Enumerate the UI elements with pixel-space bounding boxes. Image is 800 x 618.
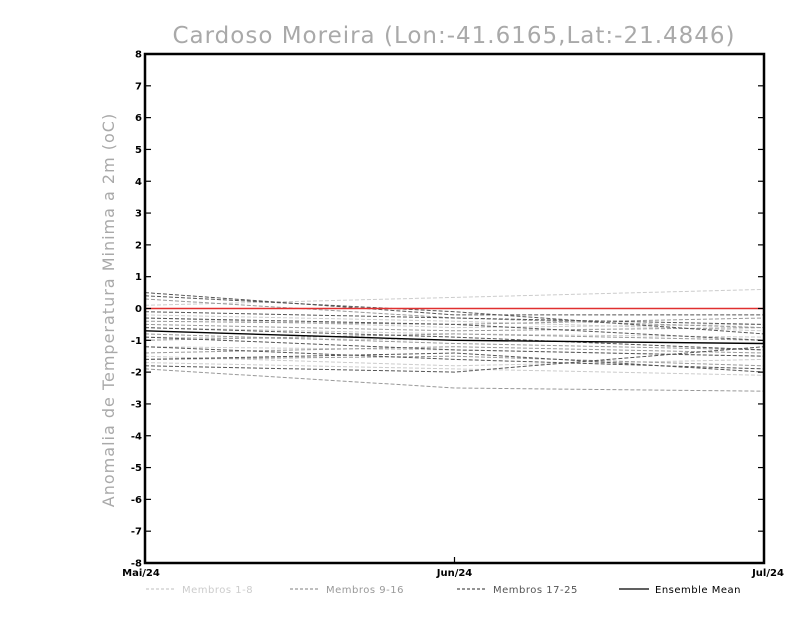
x-tick-label: Jun/24: [436, 568, 473, 579]
y-tick-label: 4: [135, 177, 142, 188]
series-line-members-17-25: [144, 346, 765, 373]
y-tick-label: 6: [135, 113, 142, 124]
x-tick-label: Jul/24: [751, 568, 784, 579]
y-tick-label: -6: [131, 495, 142, 506]
y-tick-label: -7: [131, 527, 142, 538]
series-line-members-1-8: [144, 288, 765, 306]
y-tick-label: 1: [135, 272, 142, 283]
y-tick-label: 7: [135, 81, 142, 92]
legend-label-members-17-25: Membros 17-25: [493, 585, 578, 596]
series-line-members-9-16: [144, 355, 765, 367]
series-line-members-17-25: [144, 327, 765, 351]
y-tick-label: 5: [135, 145, 142, 156]
series-line-members-1-8: [144, 317, 765, 329]
series-line-members-9-16: [144, 368, 765, 392]
y-tick-label: -4: [131, 431, 142, 442]
series-line-members-1-8: [144, 355, 765, 367]
series-line-ensemble-mean: [144, 330, 765, 345]
series-line-members-9-16: [144, 323, 765, 332]
y-tick-label: 0: [135, 304, 142, 315]
legend: Membros 1-8 Membros 9-16 Membros 17-25 Ense…: [146, 585, 741, 596]
series-line-members-9-16: [144, 333, 765, 341]
y-tick-label: 3: [135, 209, 142, 220]
y-tick-label: -1: [131, 336, 142, 347]
series-line-members-1-8: [144, 327, 765, 338]
series-line-members-17-25: [144, 352, 765, 373]
legend-label-members-1-8: Membros 1-8: [182, 585, 253, 596]
series-line-members-17-25: [144, 336, 765, 357]
series-line-members-1-8: [144, 362, 765, 376]
y-tick-label: 8: [135, 50, 142, 61]
series-line-members-17-25: [144, 317, 765, 341]
series-layer: [144, 288, 765, 392]
legend-label-ensemble-mean: Ensemble Mean: [655, 585, 741, 596]
y-tick-label: -5: [131, 463, 142, 474]
series-line-members-17-25: [144, 292, 764, 316]
y-tick-label: -2: [131, 368, 142, 379]
series-line-members-17-25: [144, 295, 765, 335]
y-tick-label: 2: [135, 240, 142, 251]
legend-label-members-9-16: Membros 9-16: [326, 585, 404, 596]
y-axis-label: Anomalia de Temperatura Minima a 2m (oC): [99, 113, 118, 507]
series-line-members-17-25: [144, 311, 765, 325]
y-tick-label: -3: [131, 399, 142, 410]
series-line-members-9-16: [144, 298, 765, 329]
y-tick-label: -8: [131, 559, 142, 570]
x-tick-label: Mai/24: [122, 568, 160, 579]
chart-title: Cardoso Moreira (Lon:-41.6165,Lat:-21.48…: [172, 23, 735, 49]
series-line-members-1-8: [144, 314, 765, 332]
series-line-members-9-16: [144, 333, 765, 351]
